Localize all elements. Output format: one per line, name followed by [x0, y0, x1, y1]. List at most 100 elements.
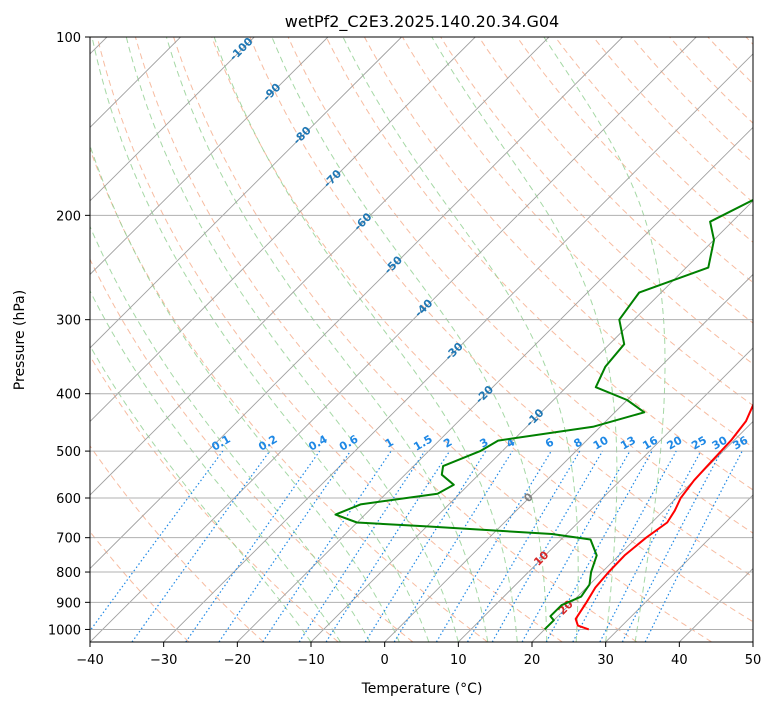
y-tick-label: 200: [56, 209, 81, 224]
mixing-ratio-line: [131, 450, 271, 642]
y-tick-label: 400: [56, 388, 81, 403]
y-axis-title: Pressure (hPa): [12, 290, 28, 390]
moist-adiabat-line: [342, 37, 579, 642]
isotherm-line: [237, 126, 753, 642]
mixing-ratio-line: [364, 450, 487, 642]
x-tick-label: 0: [381, 653, 389, 668]
isotherm-line: [90, 37, 550, 496]
isotherm-line: [90, 37, 329, 276]
mixing-ratio-label: 6: [543, 435, 556, 450]
x-tick-label: −40: [76, 653, 103, 668]
mixing-ratio-line: [218, 450, 351, 642]
dry-adiabat-line: [173, 37, 712, 642]
mixing-ratio-line: [262, 450, 392, 642]
dry-adiabat-line: [134, 37, 638, 642]
axes: −40 −30 −20 −10 0 10 20 30 40 5010020030040050060…: [48, 31, 761, 668]
mixing-ratio-label: 10: [591, 433, 611, 452]
dry-adiabat-line: [516, 37, 753, 284]
isotherm-label: -10: [523, 406, 546, 429]
dry-adiabat-line: [592, 37, 753, 203]
mixing-ratio-line: [90, 450, 224, 632]
temperature-profile-line: [574, 402, 753, 631]
mixing-ratio-line: [545, 450, 653, 642]
mixing-ratio-line: [521, 450, 631, 642]
isotherm-label: -70: [321, 167, 344, 190]
x-tick-label: −10: [297, 653, 324, 668]
isotherm-line: [458, 347, 753, 642]
x-tick-label: −20: [224, 653, 251, 668]
dry-adiabat-line: [90, 530, 190, 642]
isotherm-label: -90: [260, 81, 283, 104]
mixing-ratio-label: 0.1: [209, 433, 232, 454]
chart-title: wetPf2_C2E3.2025.140.20.34.G04: [285, 12, 559, 32]
dry-adiabat-line: [478, 37, 753, 324]
moist-adiabat-line: [125, 37, 459, 642]
dry-adiabat-line: [707, 37, 753, 85]
mixing-ratio-label: 13: [618, 434, 638, 453]
mixing-ratio-label: 1.5: [411, 433, 434, 454]
x-axis-title: Temperature (°C): [361, 681, 483, 697]
mixing-ratio-label: 25: [689, 434, 709, 453]
mixing-ratio-line: [298, 450, 426, 642]
dry-adiabat-line: [440, 37, 753, 365]
x-tick-label: −30: [150, 653, 177, 668]
isotherm-label: -20: [473, 383, 496, 406]
x-tick-label: 40: [671, 653, 688, 668]
y-tick-label: 300: [56, 314, 81, 329]
isotherm-line: [531, 420, 753, 642]
dry-adiabat-line: [96, 37, 563, 642]
dewpoint-profile-line: [334, 198, 753, 631]
isotherm-line: [679, 567, 753, 642]
y-tick-label: 500: [56, 445, 81, 460]
mixing-ratio-label: 20: [665, 433, 685, 452]
mixing-ratio-line: [572, 450, 677, 642]
mixing-ratio-label: 0.2: [256, 433, 279, 454]
mixing-ratio-label: 30: [710, 433, 730, 452]
mixing-ratio-line: [393, 450, 513, 642]
dry-adiabat-line: [745, 37, 753, 45]
isotherm-label: -50: [382, 253, 405, 276]
x-tick-label: 50: [745, 653, 762, 668]
moist-adiabat-line: [271, 37, 548, 642]
mixing-ratio-line: [185, 450, 321, 642]
y-tick-label: 600: [56, 492, 81, 507]
mixing-ratio-line: [599, 450, 702, 642]
dry-adiabat-line: [249, 37, 753, 578]
plot-area: 0.1 0.2 0.4 0.6 1 1.5 2 3 4 6 8 10 13 16 20 25 30 36-100-…: [90, 35, 753, 659]
y-tick-label: 700: [56, 532, 81, 547]
isotherm-label: 30: [588, 639, 608, 659]
isotherm-line: [384, 273, 753, 642]
y-tick-label: 100: [56, 31, 81, 46]
mixing-ratio-label: 8: [572, 436, 585, 451]
x-tick-label: 10: [450, 653, 467, 668]
mixing-ratio-label: 16: [640, 433, 660, 452]
y-tick-label: 1000: [48, 623, 81, 638]
moist-adiabat-line: [90, 143, 400, 642]
moist-adiabat-line: [213, 37, 518, 642]
moist-adiabat-line: [165, 37, 489, 642]
y-tick-label: 800: [56, 566, 81, 581]
moist-adiabat-line: [543, 37, 666, 642]
moist-adiabat-line: [91, 37, 430, 642]
isotherm-line: [90, 37, 623, 570]
mixing-ratio-line: [325, 450, 451, 642]
y-tick-label: 900: [56, 596, 81, 611]
dry-adiabat-line: [325, 37, 753, 491]
x-tick-label: 20: [524, 653, 541, 668]
isotherm-line: [90, 37, 402, 349]
dry-adiabat-line: [669, 37, 753, 124]
mixing-ratio-label: 1: [383, 436, 396, 451]
isotherm-line: [90, 37, 697, 642]
plot-frame: [89, 36, 754, 643]
moist-adiabat-line: [90, 289, 341, 642]
sounding-lines: [334, 198, 753, 631]
moist-adiabat-line: [431, 37, 618, 642]
moist-adiabat-line: [90, 225, 371, 642]
dry-adiabat-line: [90, 258, 414, 642]
dry-adiabat-line: [90, 445, 264, 642]
dry-adiabat-line: [287, 37, 753, 534]
mixing-ratio-line: [435, 450, 552, 642]
isotherm-label: -100: [227, 35, 256, 64]
dry-adiabat-line: [211, 37, 753, 623]
isotherm-line: [605, 494, 753, 642]
